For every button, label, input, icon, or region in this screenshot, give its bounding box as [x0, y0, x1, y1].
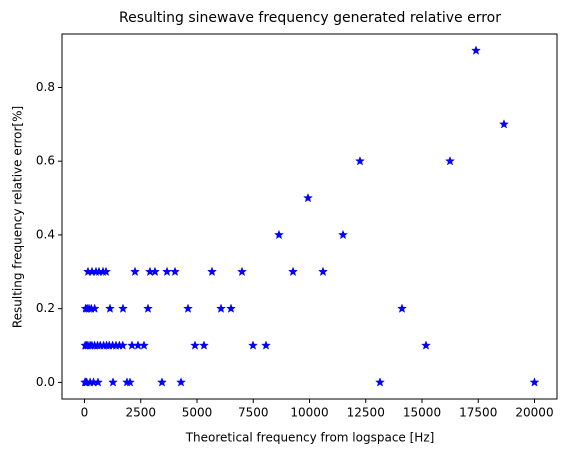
data-point: [176, 377, 186, 387]
data-point: [108, 377, 118, 387]
data-point: [288, 266, 298, 277]
x-tick-label: 17500: [459, 406, 497, 420]
x-axis-label: Theoretical frequency from logspace [Hz]: [185, 431, 435, 445]
data-point: [397, 303, 407, 313]
data-point: [226, 303, 236, 313]
x-tick-label: 2500: [125, 406, 156, 420]
data-point: [125, 377, 135, 387]
chart-title: Resulting sinewave frequency generated r…: [119, 10, 501, 26]
data-point: [89, 303, 100, 313]
x-tick-label: 15000: [403, 406, 441, 420]
data-point: [101, 266, 111, 277]
data-point: [303, 192, 313, 203]
data-point: [261, 340, 271, 350]
y-tick-label: 0.0: [36, 375, 55, 389]
y-tick-label: 0.2: [36, 301, 55, 315]
x-tick-label: 5000: [182, 406, 213, 420]
data-point: [117, 340, 128, 350]
x-tick-label: 20000: [515, 406, 553, 420]
data-point: [318, 266, 328, 277]
data-point: [130, 266, 140, 277]
data-point: [529, 377, 540, 387]
data-point: [499, 119, 509, 129]
data-point: [150, 266, 160, 277]
data-point: [375, 377, 385, 387]
data-point: [93, 377, 103, 387]
data-point: [216, 303, 226, 313]
data-point: [143, 303, 153, 313]
data-point: [248, 340, 258, 350]
data-point: [170, 266, 180, 277]
data-point: [183, 303, 193, 313]
x-tick-label: 0: [81, 406, 89, 420]
data-point: [237, 266, 247, 277]
data-point: [274, 229, 284, 240]
y-tick-label: 0.8: [36, 80, 55, 94]
data-point: [421, 340, 431, 350]
data-point: [190, 340, 200, 350]
data-point: [338, 229, 348, 240]
data-point: [162, 266, 172, 277]
data-point: [105, 303, 115, 313]
data-point: [139, 340, 149, 350]
y-tick-label: 0.4: [36, 227, 55, 241]
data-point: [471, 45, 481, 55]
x-tick-label: 7500: [238, 406, 269, 420]
data-point: [445, 155, 455, 166]
y-tick-label: 0.6: [36, 154, 55, 168]
data-point: [118, 303, 128, 313]
x-tick-label: 12500: [347, 406, 385, 420]
data-point: [199, 340, 209, 350]
data-point: [355, 155, 365, 166]
x-tick-label: 10000: [290, 406, 328, 420]
y-axis-label: Resulting frequency relative error[%]: [11, 106, 25, 328]
data-point: [157, 377, 167, 387]
data-point: [207, 266, 217, 277]
